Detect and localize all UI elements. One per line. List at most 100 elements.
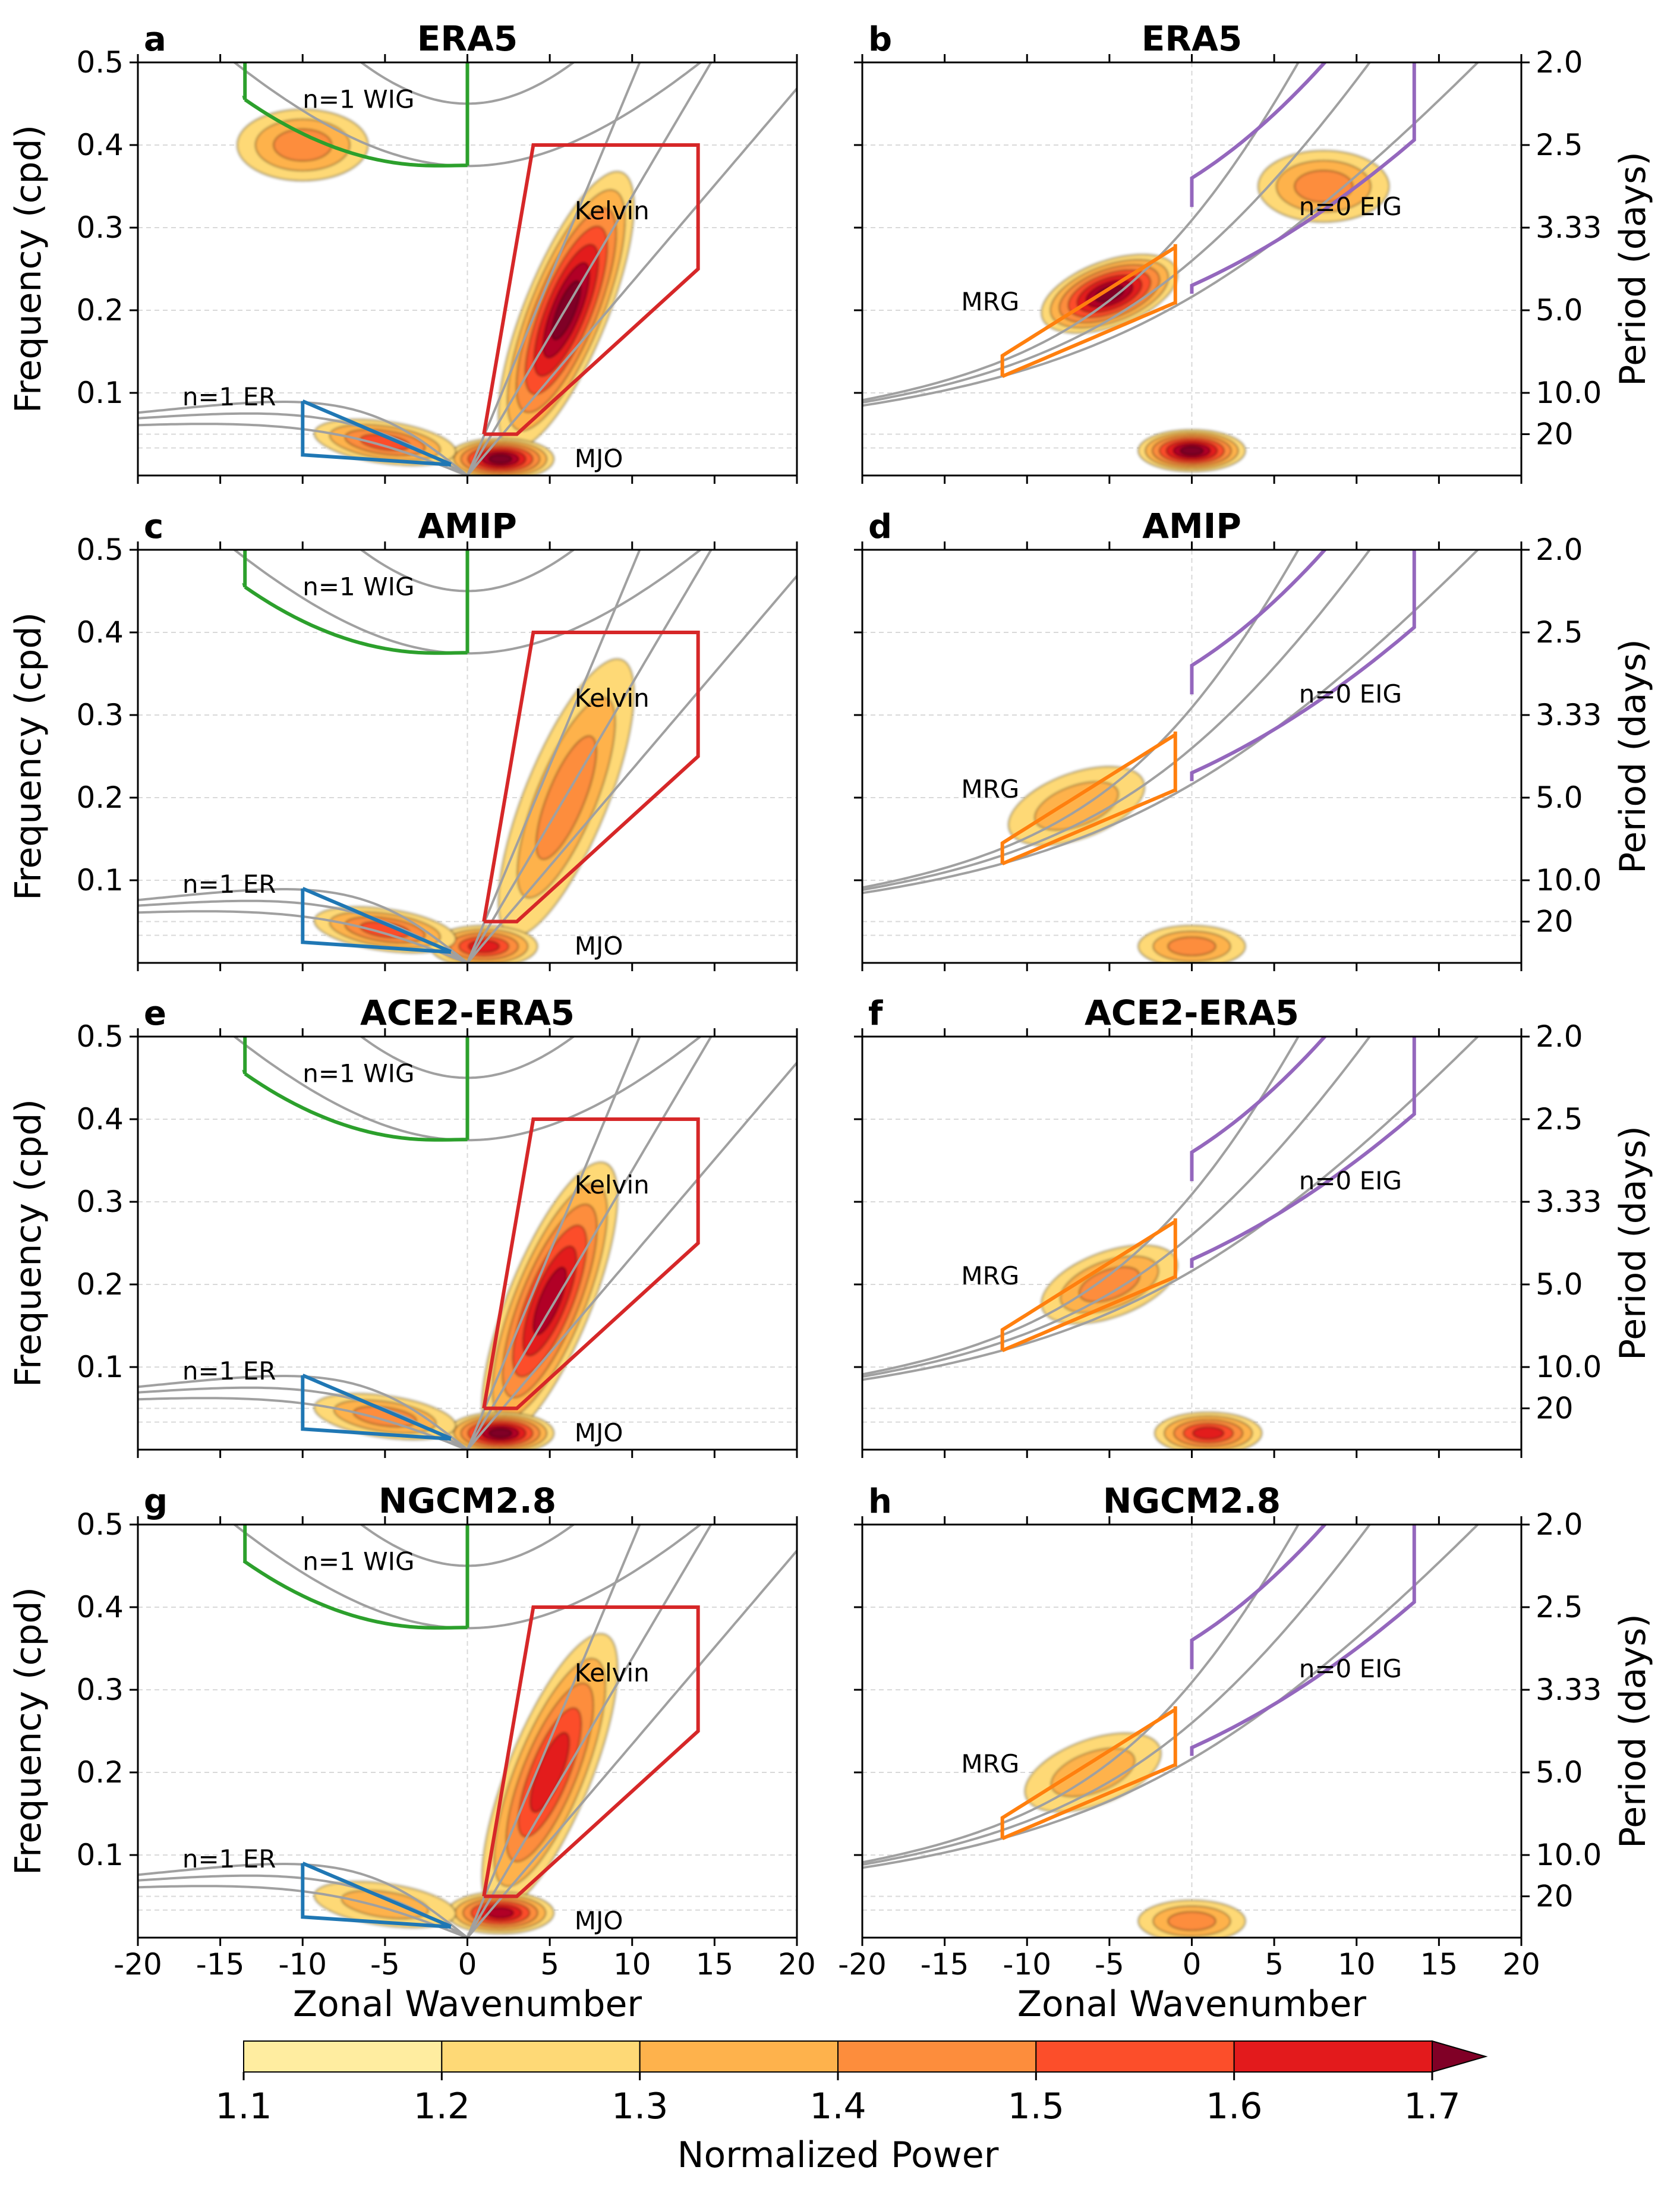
y-tick-label: 0.3 [76,210,124,245]
y-tick-label-right: 3.33 [1536,698,1602,732]
x-tick-label: -5 [1095,1947,1124,1982]
mrg-box-bottom [1001,788,1176,865]
y-tick-label: 0.5 [76,1019,124,1054]
y-tick-label-right: 20 [1536,1391,1574,1426]
panel-d: MRG n=0 EIG 2.0 2.5 3.33 5.0 10.0 20 Period (day… [854,506,1654,971]
kelvin-box [482,1605,700,1898]
y-tick-label-right: 2.5 [1536,128,1583,162]
panel-letter: h [868,1482,892,1521]
panel-letter: c [144,508,163,546]
kelvin-curve [466,1037,641,1450]
x-axis-label: Zonal Wavenumber [1017,1983,1367,2025]
y-tick-label: 0.2 [76,1755,124,1790]
y-tick-label-right: 2.0 [1536,1019,1583,1054]
y-tick-label: 0.1 [76,376,124,410]
label-eig: n=0 EIG [1299,192,1402,221]
panel-title: ACE2-ERA5 [360,993,575,1033]
plot-area [862,1037,1521,1450]
x-tick-label: -15 [921,1947,969,1982]
label-mrg: MRG [961,774,1019,804]
filter-boxes [1000,1037,1416,1352]
dispersion-curves [862,1525,1480,1869]
panel-f: MRG n=0 EIG 2.0 2.5 3.33 5.0 10.0 20 Period (day… [854,993,1654,1458]
kelvin-box [482,631,700,924]
y-tick-label: 0.1 [76,863,124,897]
label-mrg: MRG [961,1261,1019,1290]
eig-curve [1190,550,1300,708]
kelvin-curve [466,550,713,963]
ticks [130,1028,798,1458]
y-axis-label-right: Period (days) [1612,1614,1654,1848]
colorbar: 1.1 1.2 1.3 1.4 1.5 1.6 1.7 Normalized Power [215,2040,1488,2176]
eig-curve [1191,1525,1372,1724]
panel-title: ACE2-ERA5 [1085,993,1299,1033]
y-axis-label-right: Period (days) [1612,639,1654,874]
eig-box-bottom [1190,1525,1416,1756]
label-eig: n=0 EIG [1299,1654,1402,1683]
er-box-top [302,1862,452,1928]
y-tick-label: 0.4 [76,615,124,650]
y-axis-label: Frequency (cpd) [8,1587,49,1875]
y-tick-label: 0.2 [76,780,124,815]
label-mjo: MJO [575,444,623,473]
er-box-top [302,399,452,466]
colorbar-segment [1035,2040,1235,2073]
label-kelvin: Kelvin [575,196,650,225]
colorbar-tick-label: 1.6 [1206,2086,1262,2127]
kelvin-curve [466,62,713,475]
filter-boxes [1000,1525,1416,1840]
eig-box-top [1190,62,1328,207]
mrg-box-top [1000,1218,1177,1351]
power-contour [488,1428,512,1438]
x-tick-label: 20 [778,1947,816,1982]
wig-box [242,550,469,655]
y-tick-label-right: 10.0 [1536,376,1602,410]
power-contour [488,454,512,464]
panel-title: ERA5 [1142,18,1243,59]
label-mrg: MRG [961,287,1019,316]
colorbar-segment [441,2040,641,2073]
mrg-box-top [1000,244,1177,377]
mrg-box-bottom [1001,1275,1176,1352]
x-axis-label: Zonal Wavenumber [293,1983,642,2025]
mrg-box-top [1000,731,1177,864]
label-er: n=1 ER [182,382,276,411]
power-field [1041,150,1390,473]
eig-box-bottom [1190,1037,1416,1268]
x-tick-label: -20 [838,1947,887,1982]
x-tick-label: 5 [1265,1947,1284,1982]
y-tick-label-right: 20 [1536,1879,1574,1914]
plot-area [138,550,797,963]
kelvin-curve [466,1062,797,1450]
power-contour [1167,1911,1216,1931]
y-tick-label: 0.4 [76,128,124,162]
filter-boxes [242,1037,700,1441]
y-tick-label-right: 3.33 [1536,210,1602,245]
colorbar-tick-label: 1.2 [414,2086,470,2127]
panel-letter: e [144,994,166,1033]
mrg-curve [862,747,1193,892]
label-mjo: MJO [575,1906,623,1935]
plot-area [138,62,797,475]
filter-boxes [242,550,700,954]
label-mjo: MJO [575,931,623,960]
mrg-curve [862,1193,1193,1376]
eig-curve [1190,1037,1300,1195]
mrg-curve [862,1681,1193,1864]
y-tick-label-right: 5.0 [1536,1755,1583,1790]
kelvin-curve [466,550,641,963]
colorbar-segment [639,2040,839,2073]
eig-curve [1191,550,1480,786]
kelvin-box [482,143,700,436]
kelvin-curve [466,62,641,475]
eig-box-top [1190,1525,1328,1670]
y-tick-label-right: 2.0 [1536,45,1583,80]
panel-letter: g [144,1482,168,1521]
colorbar-tick-label: 1.7 [1404,2086,1460,2127]
er-box [301,1375,451,1441]
label-er: n=1 ER [182,1844,276,1873]
colorbar-extend-arrow [1432,2040,1488,2073]
x-tick-label: 10 [613,1947,651,1982]
mrg-curve [862,260,1193,404]
